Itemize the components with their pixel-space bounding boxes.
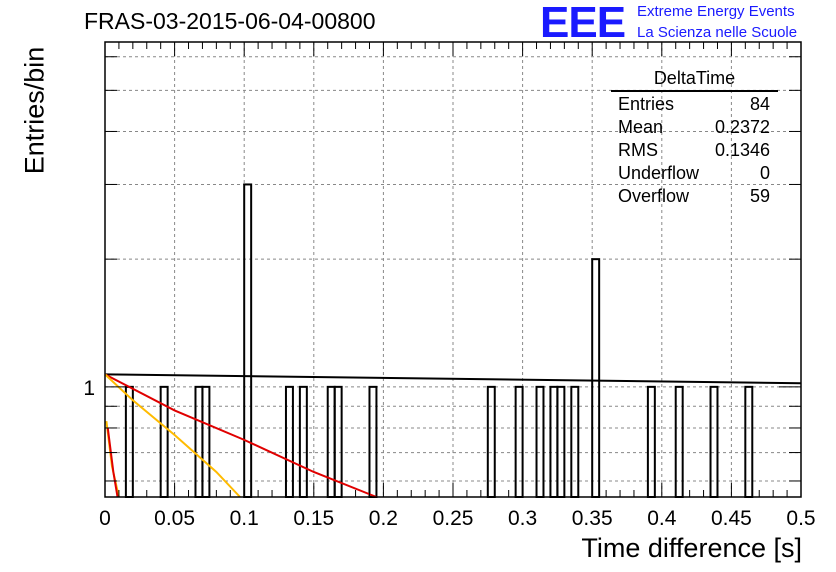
histogram-bar <box>243 183 253 498</box>
stat-value: 0.1346 <box>714 140 770 160</box>
stat-value: 59 <box>749 186 770 206</box>
bars-layer <box>124 183 754 499</box>
y-axis-label: Entries/bin <box>19 46 50 175</box>
x-tick-label: 0.3 <box>508 507 537 530</box>
run-title: FRAS-03-2015-06-04-00800 <box>84 8 376 34</box>
eee-logo: EEE <box>540 0 626 47</box>
x-tick-label: 0.1 <box>230 507 259 530</box>
stat-label: Entries <box>618 94 675 114</box>
x-tick-label: 0.45 <box>711 507 752 530</box>
stat-row-overflow: Overflow 59 <box>611 185 778 208</box>
y-tick-label: 1 <box>83 377 95 400</box>
fit-curve <box>104 373 802 385</box>
logo-line-1: Extreme Energy Events <box>637 3 795 20</box>
logo-line-2: La Scienza nelle Scuole <box>637 24 798 41</box>
stat-value: 0 <box>759 163 770 183</box>
x-tick-label: 0 <box>99 507 111 530</box>
stats-title: DeltaTime <box>611 68 778 92</box>
x-tick-label: 0.25 <box>433 507 474 530</box>
stat-label: Underflow <box>618 163 700 183</box>
fit-curve <box>104 373 241 498</box>
x-tick-label: 0.05 <box>154 507 195 530</box>
x-tick-label: 0.15 <box>293 507 334 530</box>
x-tick-label: 0.2 <box>369 507 398 530</box>
x-axis-label: Time difference [s] <box>581 533 802 563</box>
x-tick-label: 0.4 <box>647 507 677 530</box>
stat-label: Overflow <box>618 186 690 206</box>
stat-row-mean: Mean 0.2372 <box>611 116 778 139</box>
plot-frame <box>104 41 802 498</box>
stats-box: DeltaTime Entries 84 Mean 0.2372 RMS 0.1… <box>611 68 778 208</box>
stat-row-entries: Entries 84 <box>611 93 778 116</box>
stat-value: 0.2372 <box>714 117 770 137</box>
histogram-bar <box>591 258 601 498</box>
fit-curves-layer <box>104 373 802 498</box>
stat-value: 84 <box>749 94 770 114</box>
stat-label: Mean <box>618 117 664 137</box>
fit-curve <box>106 427 119 498</box>
axes-layer: 0 0.05 0.1 0.15 0.2 0.25 0.3 0.35 0.4 0.45 0.5 1 <box>83 41 816 530</box>
stat-row-rms: RMS 0.1346 <box>611 139 778 162</box>
fit-curve <box>104 373 377 498</box>
x-tick-label: 0.35 <box>572 507 613 530</box>
stat-row-underflow: Underflow 0 <box>611 162 778 185</box>
x-tick-label: 0.5 <box>786 507 815 530</box>
stat-label: RMS <box>618 140 658 160</box>
